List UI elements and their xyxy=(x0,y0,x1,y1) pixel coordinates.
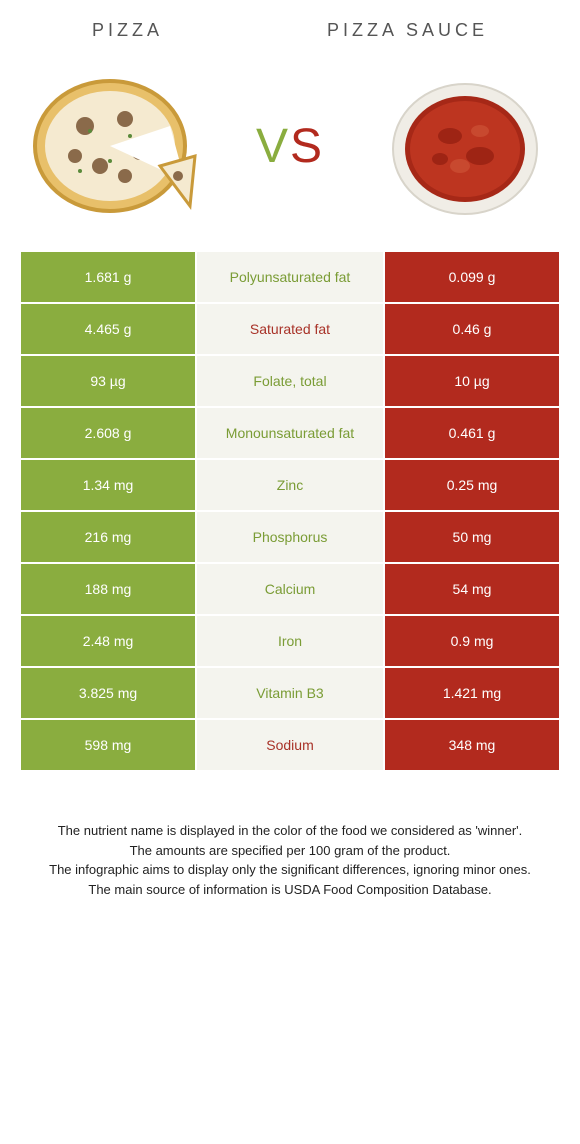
nutrient-label: Polyunsaturated fat xyxy=(196,251,384,303)
table-row: 2.608 gMonounsaturated fat0.461 g xyxy=(20,407,560,459)
right-value: 0.461 g xyxy=(384,407,560,459)
right-value: 0.25 mg xyxy=(384,459,560,511)
right-value: 10 µg xyxy=(384,355,560,407)
footer-line-2: The amounts are specified per 100 gram o… xyxy=(30,841,550,861)
nutrient-label: Zinc xyxy=(196,459,384,511)
nutrient-label: Vitamin B3 xyxy=(196,667,384,719)
left-value: 216 mg xyxy=(20,511,196,563)
nutrient-label: Sodium xyxy=(196,719,384,771)
left-value: 93 µg xyxy=(20,355,196,407)
left-value: 598 mg xyxy=(20,719,196,771)
left-food-title: PIZZA xyxy=(92,20,163,41)
nutrient-label: Calcium xyxy=(196,563,384,615)
right-value: 348 mg xyxy=(384,719,560,771)
table-row: 188 mgCalcium54 mg xyxy=(20,563,560,615)
left-value: 4.465 g xyxy=(20,303,196,355)
left-value: 2.608 g xyxy=(20,407,196,459)
footer-line-3: The infographic aims to display only the… xyxy=(30,860,550,880)
footer-line-1: The nutrient name is displayed in the co… xyxy=(30,821,550,841)
nutrient-label: Saturated fat xyxy=(196,303,384,355)
right-value: 50 mg xyxy=(384,511,560,563)
right-value: 54 mg xyxy=(384,563,560,615)
nutrient-label: Iron xyxy=(196,615,384,667)
nutrient-label: Phosphorus xyxy=(196,511,384,563)
table-row: 598 mgSodium348 mg xyxy=(20,719,560,771)
vs-s: S xyxy=(290,120,324,173)
footer-notes: The nutrient name is displayed in the co… xyxy=(0,771,580,919)
vs-label: VS xyxy=(256,119,324,174)
table-row: 3.825 mgVitamin B31.421 mg xyxy=(20,667,560,719)
table-row: 4.465 gSaturated fat0.46 g xyxy=(20,303,560,355)
right-value: 0.099 g xyxy=(384,251,560,303)
right-value: 0.46 g xyxy=(384,303,560,355)
right-value: 0.9 mg xyxy=(384,615,560,667)
left-value: 188 mg xyxy=(20,563,196,615)
left-value: 2.48 mg xyxy=(20,615,196,667)
table-row: 2.48 mgIron0.9 mg xyxy=(20,615,560,667)
left-value: 3.825 mg xyxy=(20,667,196,719)
header-row: PIZZA PIZZA SAUCE xyxy=(0,0,580,51)
table-row: 1.34 mgZinc0.25 mg xyxy=(20,459,560,511)
table-row: 216 mgPhosphorus50 mg xyxy=(20,511,560,563)
right-value: 1.421 mg xyxy=(384,667,560,719)
images-row: VS xyxy=(0,51,580,251)
table-row: 93 µgFolate, total10 µg xyxy=(20,355,560,407)
vs-v: V xyxy=(256,120,290,173)
pizza-image xyxy=(30,71,200,221)
nutrient-label: Folate, total xyxy=(196,355,384,407)
footer-line-4: The main source of information is USDA F… xyxy=(30,880,550,900)
nutrient-label: Monounsaturated fat xyxy=(196,407,384,459)
left-value: 1.34 mg xyxy=(20,459,196,511)
nutrient-table: 1.681 gPolyunsaturated fat0.099 g4.465 g… xyxy=(20,251,560,771)
sauce-image xyxy=(380,71,550,221)
table-row: 1.681 gPolyunsaturated fat0.099 g xyxy=(20,251,560,303)
left-value: 1.681 g xyxy=(20,251,196,303)
right-food-title: PIZZA SAUCE xyxy=(327,20,488,41)
